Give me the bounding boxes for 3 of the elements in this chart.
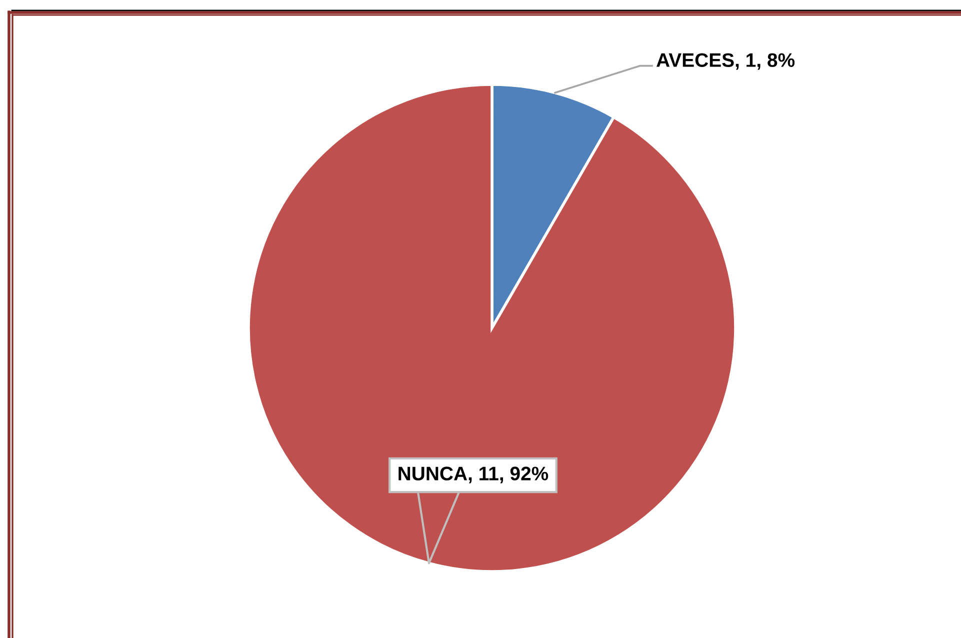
slice-label: NUNCA, 11, 92% (398, 466, 548, 484)
slice-label: AVECES, 1, 8% (656, 53, 795, 70)
pie-slice (247, 83, 737, 573)
